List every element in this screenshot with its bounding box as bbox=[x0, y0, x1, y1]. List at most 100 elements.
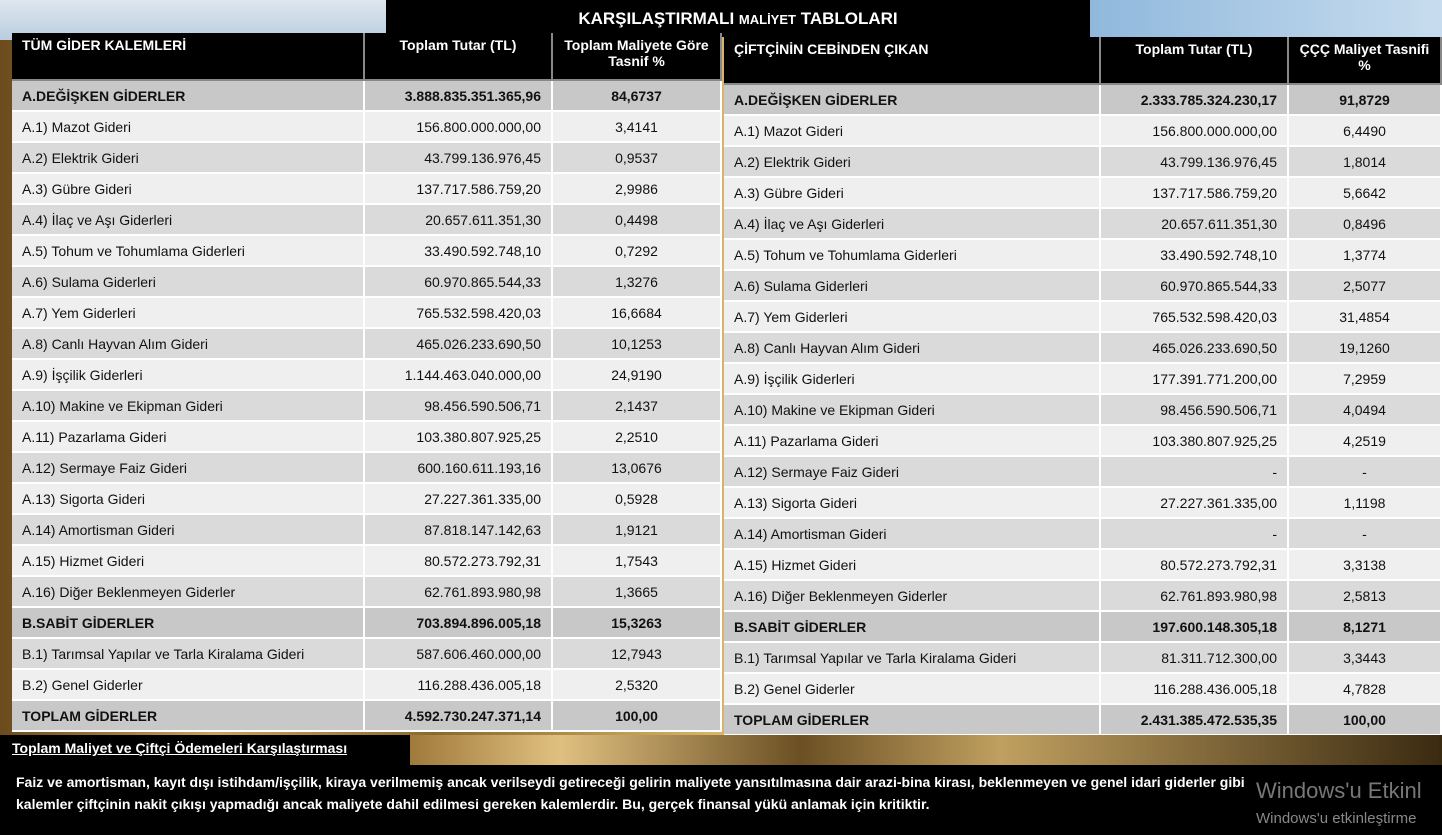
amount-cell: 2.333.785.324.230,17 bbox=[1100, 84, 1289, 116]
amount-cell: 87.818.147.142,63 bbox=[364, 514, 553, 546]
amount-cell: 27.227.361.335,00 bbox=[364, 483, 553, 515]
amount-cell: 465.026.233.690,50 bbox=[364, 328, 553, 360]
item-name-cell: A.DEĞİŞKEN GİDERLER bbox=[724, 84, 1101, 116]
item-name-cell: A.16) Diğer Beklenmeyen Giderler bbox=[724, 580, 1101, 612]
table-row: B.2) Genel Giderler 116.288.436.005,18 2,5… bbox=[12, 669, 722, 701]
item-name-cell: A.2) Elektrik Gideri bbox=[12, 142, 365, 174]
column-header: Toplam Maliyete Göre Tasnif % bbox=[552, 33, 722, 81]
footer-line: kalemler çiftçinin nakit çıkışı yapmadığ… bbox=[16, 796, 930, 812]
percent-cell: 15,3263 bbox=[552, 607, 722, 639]
amount-cell: 20.657.611.351,30 bbox=[364, 204, 553, 236]
percent-cell: - bbox=[1288, 518, 1442, 550]
percent-cell: 2,5077 bbox=[1288, 270, 1442, 302]
item-name-cell: B.SABİT GİDERLER bbox=[724, 611, 1101, 643]
footer-line: Faiz ve amortisman, kayıt dışı istihdam/… bbox=[16, 774, 1245, 790]
amount-cell: 27.227.361.335,00 bbox=[1100, 487, 1289, 519]
item-name-cell: A.DEĞİŞKEN GİDERLER bbox=[12, 80, 365, 112]
amount-cell: 765.532.598.420,03 bbox=[1100, 301, 1289, 333]
percent-cell: 0,5928 bbox=[552, 483, 722, 515]
percent-cell: 1,1198 bbox=[1288, 487, 1442, 519]
table-row: A.5) Tohum ve Tohumlama Giderleri 33.490.… bbox=[12, 235, 722, 267]
table-row: A.9) İşçilik Giderleri 177.391.771.200,00… bbox=[724, 363, 1442, 395]
item-name-cell: A.7) Yem Giderleri bbox=[12, 297, 365, 329]
percent-cell: 91,8729 bbox=[1288, 84, 1442, 116]
percent-cell: 2,5320 bbox=[552, 669, 722, 701]
item-name-cell: A.1) Mazot Gideri bbox=[12, 111, 365, 143]
percent-cell: 0,7292 bbox=[552, 235, 722, 267]
amount-cell: 600.160.611.193,16 bbox=[364, 452, 553, 484]
item-name-cell: TOPLAM GİDERLER bbox=[724, 704, 1101, 736]
amount-cell: 197.600.148.305,18 bbox=[1100, 611, 1289, 643]
table-row: A.15) Hizmet Gideri 80.572.273.792,31 3,31… bbox=[724, 549, 1442, 581]
percent-cell: 10,1253 bbox=[552, 328, 722, 360]
amount-cell: 20.657.611.351,30 bbox=[1100, 208, 1289, 240]
percent-cell: 84,6737 bbox=[552, 80, 722, 112]
item-name-cell: A.12) Sermaye Faiz Gideri bbox=[724, 456, 1101, 488]
percent-cell: 3,3443 bbox=[1288, 642, 1442, 674]
item-name-cell: B.1) Tarımsal Yapılar ve Tarla Kiralama … bbox=[12, 638, 365, 670]
amount-cell: 116.288.436.005,18 bbox=[364, 669, 553, 701]
section-subtitle: Toplam Maliyet ve Çiftçi Ödemeleri Karşı… bbox=[12, 740, 348, 756]
item-name-cell: B.2) Genel Giderler bbox=[12, 669, 365, 701]
percent-cell: 1,7543 bbox=[552, 545, 722, 577]
item-name-cell: A.10) Makine ve Ekipman Gideri bbox=[12, 390, 365, 422]
activation-watermark: Windows'u Etkinl bbox=[1256, 778, 1422, 803]
percent-cell: 1,3665 bbox=[552, 576, 722, 608]
amount-cell: 3.888.835.351.365,96 bbox=[364, 80, 553, 112]
amount-cell: 98.456.590.506,71 bbox=[1100, 394, 1289, 426]
table-row: A.6) Sulama Giderleri 60.970.865.544,33 2,… bbox=[724, 270, 1442, 302]
farmer-pocket-table: ÇİFTÇİNİN CEBİNDEN ÇIKAN Toplam Tutar (T… bbox=[724, 37, 1442, 736]
percent-cell: 2,2510 bbox=[552, 421, 722, 453]
table-row: A.13) Sigorta Gideri 27.227.361.335,00 1,1… bbox=[724, 487, 1442, 519]
table-row: A.14) Amortisman Gideri 87.818.147.142,63… bbox=[12, 514, 722, 546]
table-row: A.10) Makine ve Ekipman Gideri 98.456.590… bbox=[724, 394, 1442, 426]
percent-cell: 19,1260 bbox=[1288, 332, 1442, 364]
item-name-cell: A.4) İlaç ve Aşı Giderleri bbox=[724, 208, 1101, 240]
table-row: A.4) İlaç ve Aşı Giderleri 20.657.611.351… bbox=[724, 208, 1442, 240]
item-name-cell: A.9) İşçilik Giderleri bbox=[724, 363, 1101, 395]
item-name-cell: A.5) Tohum ve Tohumlama Giderleri bbox=[12, 235, 365, 267]
item-name-cell: A.12) Sermaye Faiz Gideri bbox=[12, 452, 365, 484]
item-name-cell: A.13) Sigorta Gideri bbox=[12, 483, 365, 515]
percent-cell: 5,6642 bbox=[1288, 177, 1442, 209]
item-name-cell: A.3) Gübre Gideri bbox=[12, 173, 365, 205]
item-name-cell: B.SABİT GİDERLER bbox=[12, 607, 365, 639]
item-name-cell: B.2) Genel Giderler bbox=[724, 673, 1101, 705]
percent-cell: 1,3774 bbox=[1288, 239, 1442, 271]
table-row: A.8) Canlı Hayvan Alım Gideri 465.026.233… bbox=[724, 332, 1442, 364]
item-name-cell: A.9) İşçilik Giderleri bbox=[12, 359, 365, 391]
table-row: A.3) Gübre Gideri 137.717.586.759,20 5,664… bbox=[724, 177, 1442, 209]
amount-cell: 703.894.896.005,18 bbox=[364, 607, 553, 639]
sky-background-right bbox=[1086, 0, 1442, 40]
amount-cell: - bbox=[1100, 518, 1289, 550]
item-name-cell: B.1) Tarımsal Yapılar ve Tarla Kiralama … bbox=[724, 642, 1101, 674]
amount-cell: 62.761.893.980,98 bbox=[364, 576, 553, 608]
table-row: A.12) Sermaye Faiz Gideri - - bbox=[724, 456, 1442, 488]
item-name-cell: A.13) Sigorta Gideri bbox=[724, 487, 1101, 519]
amount-cell: 33.490.592.748,10 bbox=[1100, 239, 1289, 271]
table-row: A.11) Pazarlama Gideri 103.380.807.925,25… bbox=[724, 425, 1442, 457]
item-name-cell: A.5) Tohum ve Tohumlama Giderleri bbox=[724, 239, 1101, 271]
percent-cell: 3,3138 bbox=[1288, 549, 1442, 581]
percent-cell: 0,9537 bbox=[552, 142, 722, 174]
amount-cell: 60.970.865.544,33 bbox=[364, 266, 553, 298]
percent-cell: 1,3276 bbox=[552, 266, 722, 298]
table-row: A.10) Makine ve Ekipman Gideri 98.456.590… bbox=[12, 390, 722, 422]
all-costs-table: TÜM GİDER KALEMLERİ Toplam Tutar (TL) To… bbox=[12, 33, 722, 732]
amount-cell: 465.026.233.690,50 bbox=[1100, 332, 1289, 364]
amount-cell: 103.380.807.925,25 bbox=[1100, 425, 1289, 457]
item-name-cell: A.2) Elektrik Gideri bbox=[724, 146, 1101, 178]
percent-cell: 2,1437 bbox=[552, 390, 722, 422]
column-header: ÇÇÇ Maliyet Tasnifi % bbox=[1288, 37, 1442, 85]
percent-cell: 0,4498 bbox=[552, 204, 722, 236]
percent-cell: 24,9190 bbox=[552, 359, 722, 391]
item-name-cell: A.6) Sulama Giderleri bbox=[12, 266, 365, 298]
table-row: TOPLAM GİDERLER 4.592.730.247.371,14 100,0… bbox=[12, 700, 722, 732]
table-row: A.3) Gübre Gideri 137.717.586.759,20 2,998… bbox=[12, 173, 722, 205]
table-row: A.DEĞİŞKEN GİDERLER 2.333.785.324.230,17 9… bbox=[724, 84, 1442, 116]
table-row: A.1) Mazot Gideri 156.800.000.000,00 6,449… bbox=[724, 115, 1442, 147]
amount-cell: 80.572.273.792,31 bbox=[1100, 549, 1289, 581]
percent-cell: 7,2959 bbox=[1288, 363, 1442, 395]
column-header: Toplam Tutar (TL) bbox=[364, 33, 553, 81]
item-name-cell: A.8) Canlı Hayvan Alım Gideri bbox=[12, 328, 365, 360]
